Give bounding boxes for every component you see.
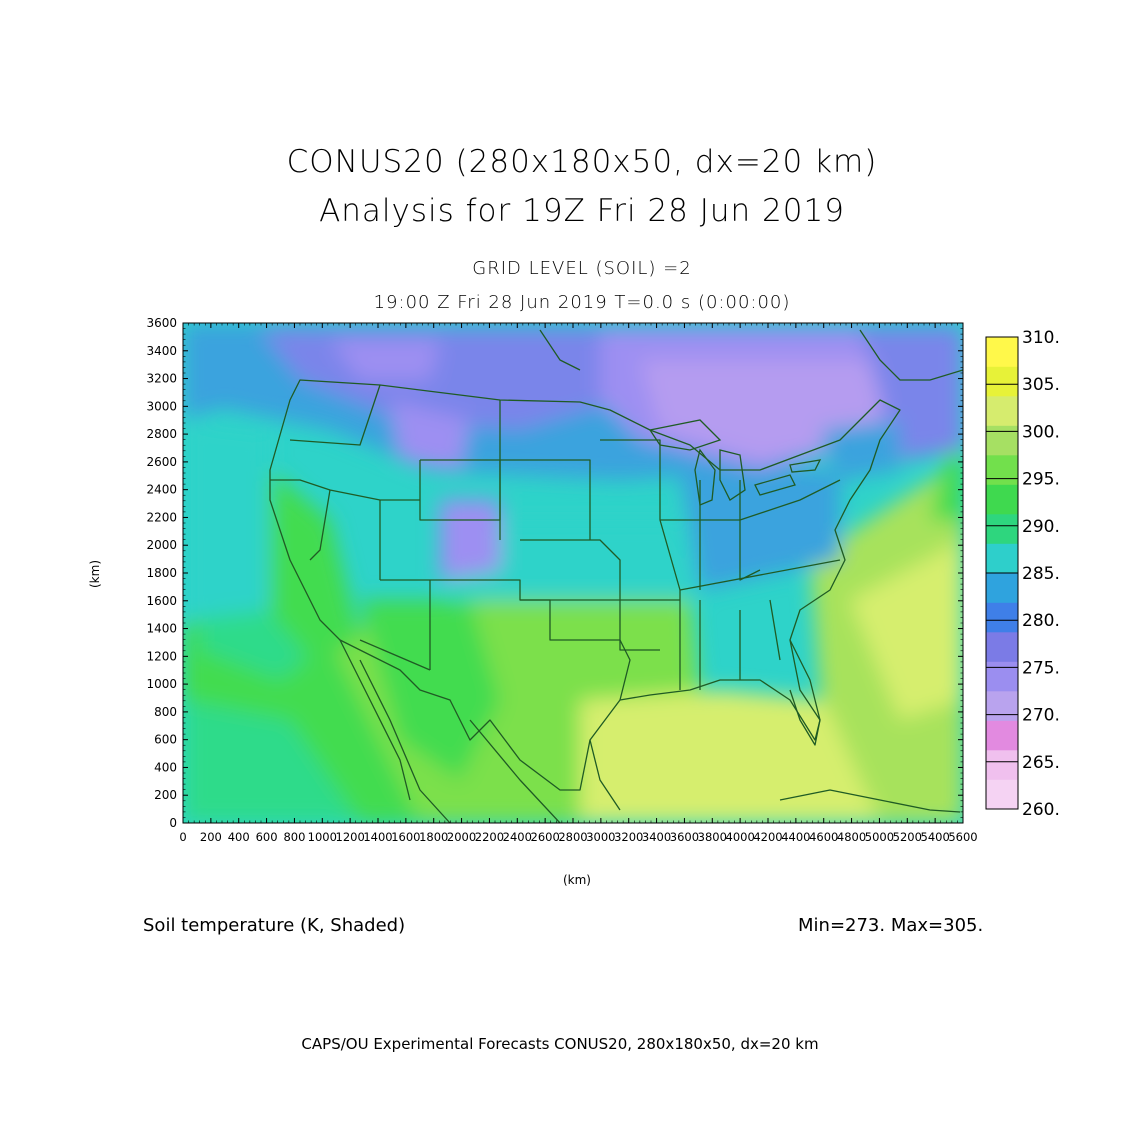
colorbar-swatch [986, 543, 1018, 574]
y-tick-label: 3400 [146, 344, 177, 358]
y-tick-label: 0 [169, 816, 177, 830]
colorbar-swatch [986, 514, 1018, 544]
y-tick-label: 1600 [146, 594, 177, 608]
y-tick-label: 3600 [146, 316, 177, 330]
colorbar-swatch [986, 573, 1018, 603]
x-tick-label: 5600 [948, 830, 977, 844]
x-tick-label: 3200 [614, 830, 643, 844]
colorbar-label: 290. [1022, 517, 1060, 537]
colorbar-label: 285. [1022, 564, 1060, 584]
colorbar-swatch [986, 779, 1018, 810]
y-tick-label: 2200 [146, 510, 177, 524]
title-line-1: CONUS20 (280x180x50, dx=20 km) [286, 144, 878, 180]
min-max-label: Min=273. Max=305. [798, 915, 984, 936]
colorbar-swatch [986, 720, 1018, 751]
x-tick-label: 2000 [447, 830, 476, 844]
y-axis-unit: (km) [88, 559, 102, 588]
colorbar-swatch [986, 366, 1018, 397]
footer-credit: CAPS/OU Experimental Forecasts CONUS20, … [301, 1035, 819, 1053]
x-tick-label: 2200 [475, 830, 504, 844]
x-tick-label: 1200 [336, 830, 365, 844]
y-tick-label: 800 [154, 705, 177, 719]
colorbar-label: 275. [1022, 658, 1060, 678]
axis-ticks: 0 200 400 600 800 100012001400160018002000220… [146, 316, 977, 844]
x-tick-label: 5400 [921, 830, 950, 844]
colorbar-label: 265. [1022, 753, 1060, 773]
x-tick-label: 4200 [753, 830, 782, 844]
grid-level-label: GRID LEVEL (SOIL) =2 [472, 258, 692, 279]
x-tick-label: 2800 [558, 830, 587, 844]
y-tick-label: 2400 [146, 483, 177, 497]
y-tick-label: 1200 [146, 649, 177, 663]
y-tick-label: 2800 [146, 427, 177, 441]
x-tick-label: 1000 [308, 830, 337, 844]
x-tick-label: 3000 [586, 830, 615, 844]
x-tick-label: 4400 [781, 830, 810, 844]
field-label: Soil temperature (K, Shaded) [143, 915, 406, 936]
colorbar-label: 260. [1022, 800, 1060, 820]
colorbar-swatch [986, 750, 1018, 780]
colorbar-swatch [986, 484, 1018, 515]
colorbar-swatch [986, 425, 1018, 456]
valid-time-label: 19:00 Z Fri 28 Jun 2019 T=0.0 s (0:00:00… [373, 292, 791, 313]
y-tick-label: 3000 [146, 399, 177, 413]
x-tick-label: 1800 [419, 830, 448, 844]
colorbar-swatch [986, 396, 1018, 426]
colorbar-swatch [986, 691, 1018, 721]
y-tick-label: 1400 [146, 622, 177, 636]
title-line-2: Analysis for 19Z Fri 28 Jun 2019 [319, 193, 845, 229]
x-tick-label: 3800 [698, 830, 727, 844]
x-tick-label: 4600 [809, 830, 838, 844]
colorbar-label: 280. [1022, 611, 1060, 631]
x-tick-label: 800 [283, 830, 305, 844]
y-tick-label: 200 [154, 788, 177, 802]
x-tick-label: 2400 [503, 830, 532, 844]
x-tick-label: 2600 [531, 830, 560, 844]
y-tick-label: 2600 [146, 455, 177, 469]
x-tick-label: 5000 [865, 830, 894, 844]
x-tick-label: 4000 [726, 830, 755, 844]
y-tick-label: 3200 [146, 372, 177, 386]
colorbar-label: 295. [1022, 470, 1060, 490]
x-tick-label: 5200 [893, 830, 922, 844]
y-tick-label: 400 [154, 760, 177, 774]
colorbar-label: 270. [1022, 706, 1060, 726]
x-tick-label: 4800 [837, 830, 866, 844]
colorbar-label: 310. [1022, 328, 1060, 348]
x-tick-label: 600 [256, 830, 278, 844]
colorbar-label: 305. [1022, 375, 1060, 395]
x-tick-label: 400 [228, 830, 250, 844]
map-outlines [269, 329, 963, 823]
colorbar-label: 300. [1022, 422, 1060, 442]
x-tick-label: 0 [179, 830, 186, 844]
soil-temperature-field [183, 323, 963, 823]
x-axis-unit: (km) [562, 873, 591, 887]
x-tick-label: 1600 [391, 830, 420, 844]
x-tick-label: 200 [200, 830, 222, 844]
colorbar-swatch [986, 602, 1018, 633]
y-tick-label: 2000 [146, 538, 177, 552]
x-tick-label: 3600 [670, 830, 699, 844]
colorbar-swatch [986, 455, 1018, 485]
colorbar-swatch [986, 661, 1018, 692]
colorbar: 260. 265. 270. 275. 280. 285. 290. 295. 300. 305.… [985, 328, 1060, 820]
x-tick-label: 3400 [642, 830, 671, 844]
colorbar-swatch [986, 632, 1018, 662]
y-tick-label: 600 [154, 733, 177, 747]
colorbar-swatch [986, 337, 1018, 367]
x-tick-label: 1400 [363, 830, 392, 844]
y-tick-label: 1000 [146, 677, 177, 691]
y-tick-label: 1800 [146, 566, 177, 580]
